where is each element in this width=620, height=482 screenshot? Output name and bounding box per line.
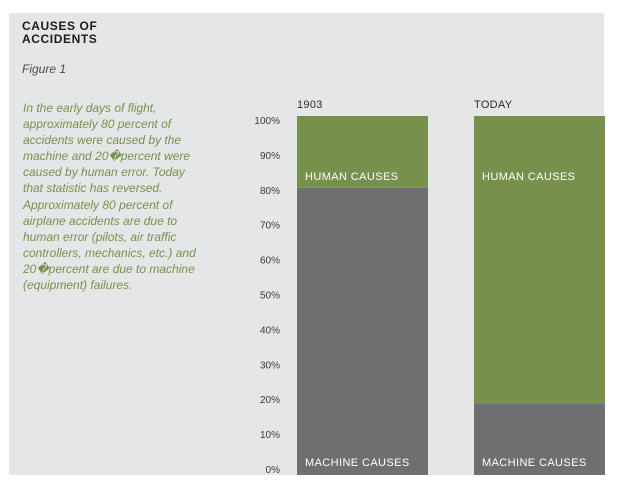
- y-tick-label: 40%: [260, 325, 280, 336]
- figure-description: In the early days of flight, approximate…: [23, 101, 196, 293]
- figure-label: Figure 1: [22, 62, 67, 76]
- segment-label: MACHINE CAUSES: [482, 457, 587, 469]
- bar-segment: [297, 116, 428, 188]
- segment-label: HUMAN CAUSES: [305, 171, 398, 183]
- y-tick-label: 60%: [260, 256, 280, 267]
- y-tick-label: 70%: [260, 221, 280, 232]
- y-tick-label: 0%: [266, 465, 281, 476]
- y-tick-label: 50%: [260, 291, 280, 302]
- chart-title: CAUSES OF ACCIDENTS: [22, 19, 98, 46]
- bar-segment: [297, 187, 428, 476]
- y-tick-label: 30%: [260, 360, 280, 371]
- category-label: TODAY: [474, 99, 513, 111]
- bar-segment: [474, 116, 605, 404]
- bar-segment: [474, 403, 605, 475]
- y-tick-label: 20%: [260, 395, 280, 406]
- y-tick-label: 80%: [260, 186, 280, 197]
- segment-label: HUMAN CAUSES: [482, 171, 575, 183]
- y-tick-label: 90%: [260, 151, 280, 162]
- segment-label: MACHINE CAUSES: [305, 457, 410, 469]
- y-tick-label: 100%: [254, 116, 280, 127]
- category-label: 1903: [297, 99, 323, 111]
- y-tick-label: 10%: [260, 430, 280, 441]
